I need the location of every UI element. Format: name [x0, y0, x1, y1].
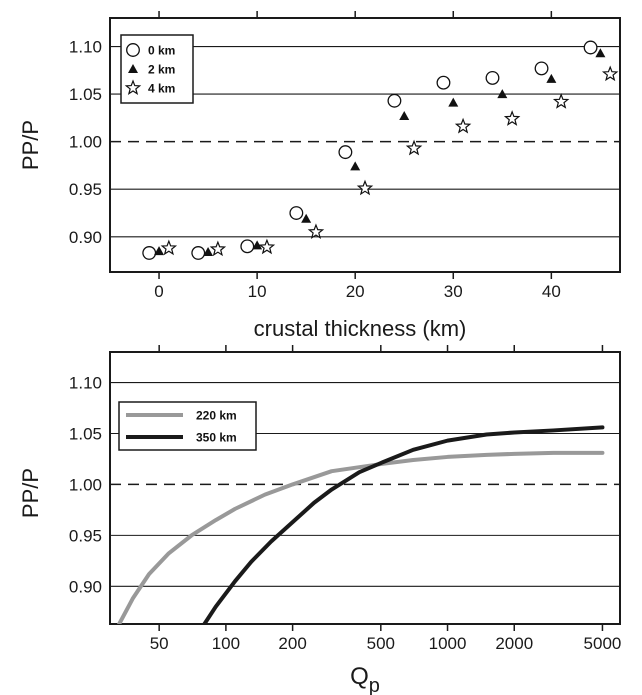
bottom-x-axis-title-main: Q	[350, 663, 369, 690]
bottom-legend-box	[118, 401, 257, 451]
data-point-star	[209, 240, 227, 257]
legend-label-circle: 0 km	[148, 44, 175, 58]
top-x-tick-label: 30	[444, 282, 463, 301]
data-point-circle	[191, 246, 206, 260]
bottom-y-tick-label: 0.90	[69, 577, 102, 596]
bottom-x-tick-label: 2000	[495, 634, 533, 653]
bottom-y-tick-label: 1.00	[69, 475, 102, 494]
series-line-0	[117, 450, 605, 624]
bottom-x-tick-label: 100	[212, 634, 240, 653]
legend-label-1: 350 km	[196, 431, 237, 445]
data-point-star	[405, 139, 423, 156]
bottom-x-tick-label: 1000	[429, 634, 467, 653]
data-point-circle	[387, 93, 402, 108]
top-series-star	[160, 65, 619, 257]
top-series-triangle	[154, 48, 606, 257]
bottom-y-tick-label: 1.10	[69, 374, 102, 393]
data-point-star	[552, 93, 570, 109]
data-point-circle	[583, 40, 598, 55]
bottom-x-tick-label: 200	[278, 634, 306, 653]
data-point-star	[601, 65, 619, 82]
qp-panel: 0.90 0.95 1.00 1.05 1.10 50 100 200 500 1000 2000 5…	[18, 345, 621, 695]
top-y-tick-label: 1.05	[69, 85, 102, 104]
data-point-circle	[142, 246, 157, 260]
data-point-star	[307, 223, 325, 240]
legend-label-triangle: 2 km	[148, 63, 175, 77]
top-x-tick-label: 20	[346, 282, 365, 301]
data-point-triangle	[252, 240, 263, 250]
data-point-triangle	[154, 246, 165, 256]
data-point-triangle	[497, 89, 508, 99]
top-y-tick-label: 0.90	[69, 228, 102, 247]
bottom-x-tick-label: 50	[150, 634, 169, 653]
top-plot-frame	[109, 17, 621, 273]
bottom-x-axis-title: Qp	[350, 663, 380, 695]
top-y-tick-label: 1.10	[69, 38, 102, 57]
data-point-triangle	[546, 73, 557, 83]
top-x-axis-title: crustal thickness (km)	[254, 316, 467, 341]
data-point-circle	[436, 75, 451, 90]
data-point-triangle	[203, 247, 214, 257]
series-line-1	[202, 425, 605, 624]
bottom-ticks: 0.90 0.95 1.00 1.05 1.10 50 100 200 500 1000 2000 5…	[69, 345, 621, 653]
top-x-tick-label: 40	[542, 282, 561, 301]
legend-marker-triangle	[128, 64, 138, 73]
top-grid	[110, 45, 620, 238]
top-y-axis-title: PP/P	[18, 120, 43, 170]
top-y-tick-label: 0.95	[69, 180, 102, 199]
bottom-legend: 220 km 350 km	[118, 401, 257, 451]
bottom-y-tick-label: 1.05	[69, 424, 102, 443]
data-point-star	[160, 239, 178, 256]
data-point-triangle	[350, 161, 361, 171]
data-point-triangle	[301, 213, 312, 223]
top-x-tick-label: 10	[248, 282, 267, 301]
top-y-tick-label: 1.00	[69, 133, 102, 152]
data-point-circle	[240, 239, 255, 254]
top-data-points	[142, 40, 619, 260]
legend-label-star: 4 km	[148, 82, 175, 96]
data-point-star	[454, 117, 472, 134]
bottom-x-axis-title-subscript: p	[369, 675, 380, 695]
bottom-y-tick-label: 0.95	[69, 526, 102, 545]
bottom-x-tick-label: 500	[367, 634, 395, 653]
data-point-triangle	[399, 110, 410, 120]
bottom-plot-frame	[109, 351, 621, 625]
bottom-x-tick-label: 5000	[584, 634, 622, 653]
bottom-y-axis-title: PP/P	[18, 468, 43, 518]
data-point-triangle	[595, 48, 606, 58]
top-legend: 0 km 2 km 4 km	[120, 34, 194, 104]
data-point-circle	[485, 70, 500, 85]
data-point-star	[258, 238, 276, 255]
data-point-circle	[534, 61, 549, 76]
data-point-star	[503, 110, 521, 126]
top-ticks: 0.90 0.95 1.00 1.05 1.10 0 10 20 30 40	[69, 11, 561, 301]
top-x-tick-label: 0	[154, 282, 163, 301]
data-point-triangle	[448, 97, 459, 107]
data-point-circle	[289, 206, 304, 220]
top-series-circle	[142, 40, 598, 260]
data-point-star	[356, 179, 374, 196]
bottom-series-lines	[117, 425, 605, 624]
data-point-circle	[338, 145, 353, 160]
crustal-thickness-panel: 0.90 0.95 1.00 1.05 1.10 0 10 20 30 40 0 km 2 km 4 …	[18, 11, 621, 341]
legend-label-0: 220 km	[196, 409, 237, 423]
legend-marker-circle	[126, 43, 140, 57]
legend-marker-star	[124, 79, 142, 96]
